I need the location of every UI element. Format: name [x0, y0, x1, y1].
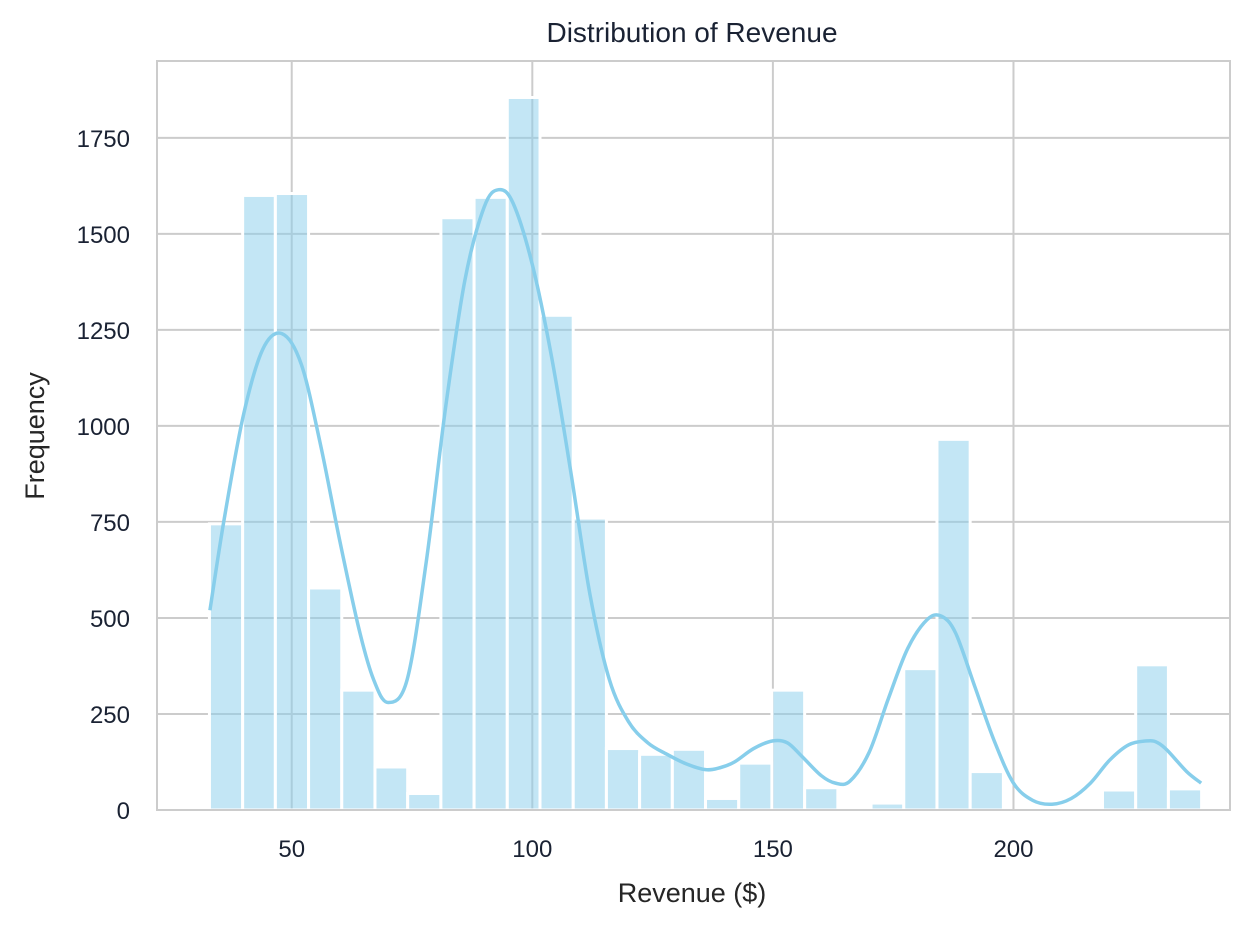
x-tick-label: 100 — [512, 836, 552, 863]
histogram-bar — [273, 192, 311, 812]
y-tick-label: 1250 — [77, 318, 130, 345]
y-tick-labels: 0 250 500 750 1000 1250 1500 1750 — [77, 126, 130, 825]
x-tick-label: 50 — [278, 836, 305, 863]
y-tick-label: 750 — [90, 510, 130, 537]
histogram-bar — [604, 747, 642, 812]
histogram-bar — [1166, 787, 1204, 812]
plot-frame — [156, 60, 1231, 811]
y-tick-label: 0 — [117, 798, 130, 825]
x-tick-labels: 50 100 150 200 — [278, 836, 1033, 863]
histogram-bar — [207, 522, 245, 812]
histogram-bar — [1100, 788, 1138, 812]
histogram-bar — [307, 586, 344, 812]
histogram-bars — [207, 95, 1204, 812]
histogram-bar — [902, 667, 939, 812]
x-axis-label: Revenue ($) — [618, 878, 767, 908]
y-tick-label: 1750 — [77, 126, 130, 153]
histogram-bar — [571, 516, 608, 812]
histogram-bar — [406, 791, 443, 812]
histogram-bar — [803, 786, 840, 812]
x-tick-label: 200 — [993, 836, 1033, 863]
histogram-bar — [241, 193, 277, 812]
y-tick-label: 500 — [90, 606, 130, 633]
chart-title: Distribution of Revenue — [546, 17, 837, 48]
histogram-bar — [869, 801, 906, 812]
y-tick-label: 1000 — [77, 414, 130, 441]
histogram-bar — [373, 765, 410, 812]
histogram-bar — [472, 195, 509, 812]
histogram-bar — [1134, 663, 1170, 812]
histogram-bar — [505, 95, 542, 812]
histogram-bar — [737, 761, 774, 812]
x-tick-label: 150 — [753, 836, 793, 863]
y-tick-label: 1500 — [77, 222, 130, 249]
histogram-bar — [638, 752, 674, 812]
histogram-bar — [538, 313, 575, 812]
y-axis-label: Frequency — [20, 372, 50, 500]
histogram-bar — [935, 437, 972, 812]
histogram-bar — [770, 688, 807, 812]
kde-curve — [208, 187, 1203, 807]
histogram-bar — [439, 216, 476, 812]
y-tick-label: 250 — [90, 702, 130, 729]
histogram-bar — [340, 688, 377, 812]
histogram-bar — [968, 770, 1005, 812]
kde-curve-group — [208, 187, 1203, 807]
histogram-bar — [704, 796, 741, 812]
